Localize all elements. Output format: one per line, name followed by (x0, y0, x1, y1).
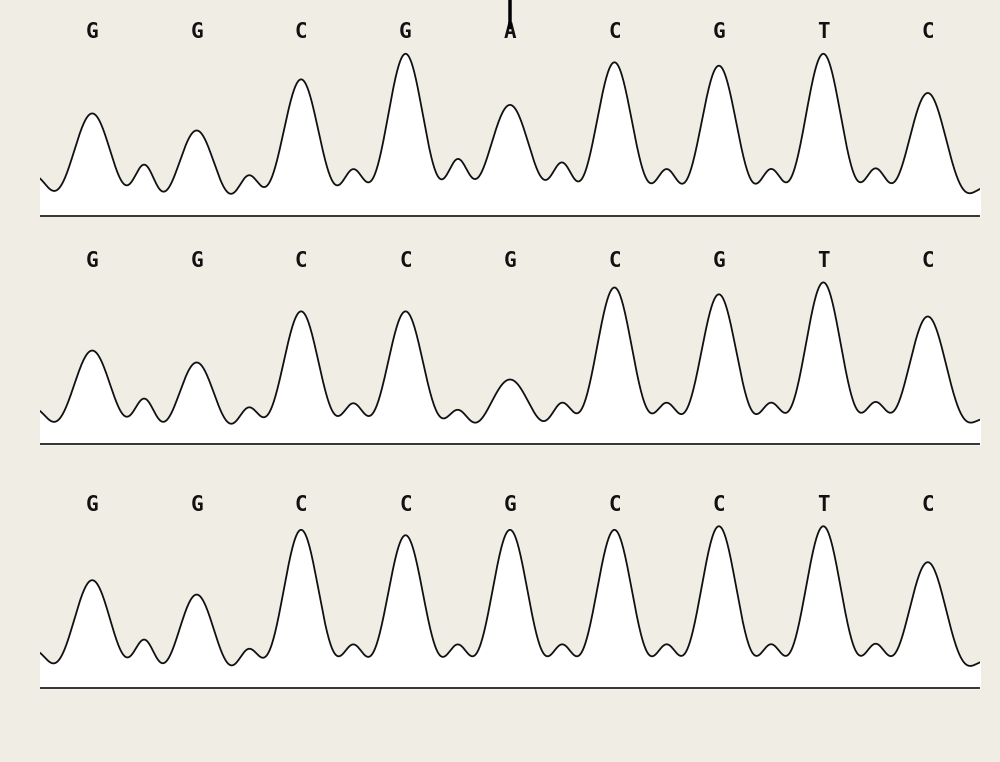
Text: C: C (608, 495, 621, 514)
Text: C: C (921, 495, 934, 514)
Text: C: C (921, 251, 934, 271)
Text: T: T (817, 22, 830, 42)
Text: C: C (295, 495, 307, 514)
Text: G: G (190, 495, 203, 514)
Text: G: G (190, 251, 203, 271)
Text: G: G (504, 251, 516, 271)
Text: C: C (608, 22, 621, 42)
Text: G: G (713, 251, 725, 271)
Text: C: C (399, 251, 412, 271)
Text: C: C (295, 251, 307, 271)
Text: G: G (713, 22, 725, 42)
Text: G: G (190, 22, 203, 42)
Text: T: T (817, 495, 830, 514)
Text: C: C (399, 495, 412, 514)
Text: G: G (86, 251, 99, 271)
Text: G: G (86, 22, 99, 42)
Text: G: G (399, 22, 412, 42)
Text: A: A (504, 22, 516, 42)
Text: G: G (86, 495, 99, 514)
Text: T: T (817, 251, 830, 271)
Text: C: C (713, 495, 725, 514)
Text: C: C (295, 22, 307, 42)
Text: C: C (921, 22, 934, 42)
Text: G: G (504, 495, 516, 514)
Text: C: C (608, 251, 621, 271)
